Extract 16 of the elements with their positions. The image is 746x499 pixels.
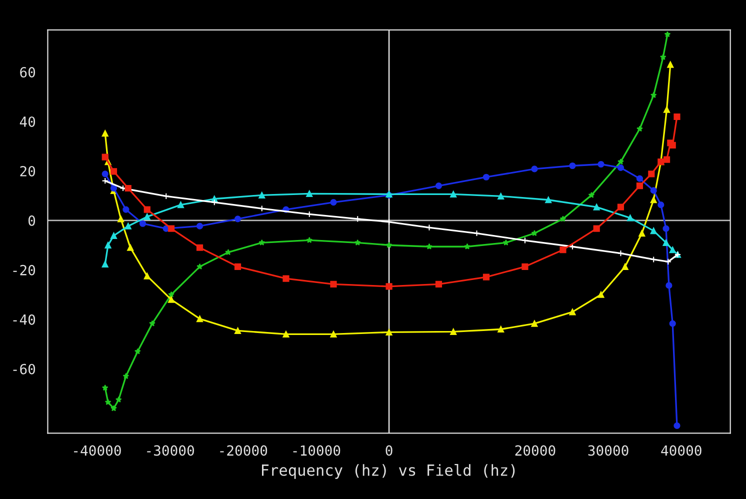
y-tick-label: -40 bbox=[13, 314, 36, 325]
y-tick-label: 20 bbox=[20, 166, 36, 176]
x-tick-label: 20000 bbox=[515, 445, 556, 456]
y-tick-label: 60 bbox=[20, 66, 36, 78]
y-tick-label: 40 bbox=[20, 116, 36, 127]
y-tick-label: 0 bbox=[28, 215, 36, 226]
x-tick-label: -20000 bbox=[220, 445, 268, 456]
y-tick-label: -20 bbox=[13, 264, 36, 276]
x-axis-title: Frequency (hz) vs Field (hz) bbox=[262, 464, 515, 479]
y-tick-label: -60 bbox=[13, 364, 36, 374]
x-tick-label: 40000 bbox=[661, 445, 702, 456]
x-tick-label: 30000 bbox=[588, 445, 628, 456]
x-tick-label: 0 bbox=[386, 445, 392, 456]
x-tick-label: -40000 bbox=[74, 445, 121, 456]
x-tick-label: -30000 bbox=[147, 445, 194, 456]
x-tick-label: -10000 bbox=[293, 445, 340, 456]
